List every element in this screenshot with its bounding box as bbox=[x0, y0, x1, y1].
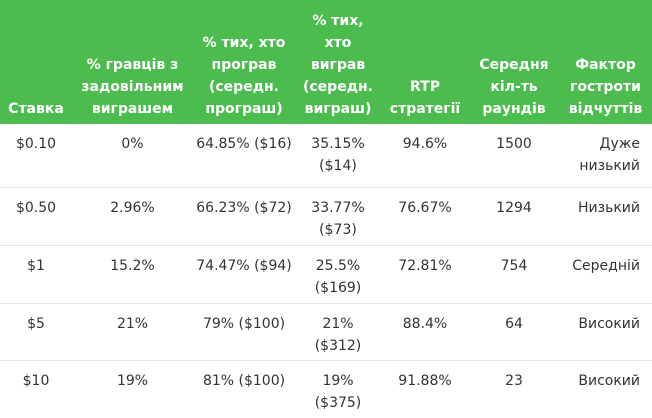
cell-bet: $0.10 bbox=[0, 124, 72, 188]
cell-rounds: 64 bbox=[469, 303, 559, 361]
header-thrill: Фактор гостроти відчуттів bbox=[559, 0, 652, 124]
header-winners: % тих, хто виграв (середн. виграш) bbox=[295, 0, 381, 124]
cell-losers: 79% ($100) bbox=[193, 303, 295, 361]
cell-rounds: 1294 bbox=[469, 187, 559, 246]
table-row: $1 15.2% 74.47% ($94) 25.5% ($169) 72.81… bbox=[0, 245, 652, 304]
cell-rtp: 88.4% bbox=[381, 303, 469, 361]
cell-satisfied-win: 2.96% bbox=[72, 187, 193, 246]
cell-thrill: Високий bbox=[559, 303, 652, 361]
cell-satisfied-win: 15.2% bbox=[72, 245, 193, 304]
cell-rtp: 72.81% bbox=[381, 245, 469, 304]
header-rounds: Середня кіл-ть раундів bbox=[469, 0, 559, 124]
cell-bet: $10 bbox=[22, 372, 50, 389]
cell-winners: 21% ($312) bbox=[295, 303, 381, 361]
cell-rtp: 94.6% bbox=[381, 124, 469, 188]
cell-bet: $1 bbox=[0, 245, 72, 304]
header-rtp: RTP стратегії bbox=[381, 0, 469, 124]
cell-losers: 74.47% ($94) bbox=[193, 245, 295, 304]
cell-winners: 35.15% ($14) bbox=[295, 124, 381, 188]
cell-rounds: 754 bbox=[469, 245, 559, 304]
cell-losers: 64.85% ($16) bbox=[193, 124, 295, 188]
cell-thrill: Високий bbox=[578, 372, 640, 389]
cell-rounds: 23 bbox=[505, 372, 523, 389]
table-row: $10 19% 81% ($100) 19% ($375) 91.88% 23 … bbox=[0, 360, 652, 418]
cell-winners: 25.5% ($169) bbox=[295, 245, 381, 304]
cell-satisfied-win: 0% bbox=[72, 124, 193, 188]
cell-satisfied-win: 21% bbox=[72, 303, 193, 361]
cell-rtp: 91.88% bbox=[398, 372, 452, 389]
header-satisfied-win: % гравців з задовільним виграшем bbox=[72, 0, 193, 124]
cell-losers: 66.23% ($72) bbox=[193, 187, 295, 246]
cell-losers: 81% ($100) bbox=[202, 372, 286, 389]
table-row: $5 21% 79% ($100) 21% ($312) 88.4% 64 Ви… bbox=[0, 303, 652, 361]
cell-rounds: 1500 bbox=[469, 124, 559, 188]
cell-winners: 33.77% ($73) bbox=[295, 187, 381, 246]
cell-thrill: Низький bbox=[559, 187, 652, 246]
header-bet: Ставка bbox=[0, 0, 72, 124]
cell-thrill: Середній bbox=[559, 245, 652, 304]
header-losers: % тих, хто програв (середн. програш) bbox=[193, 0, 295, 124]
cell-rtp: 76.67% bbox=[381, 187, 469, 246]
cell-thrill: Дуже низький bbox=[559, 124, 652, 188]
cell-satisfied-win: 19% bbox=[116, 372, 149, 389]
table-row: $0.50 2.96% 66.23% ($72) 33.77% ($73) 76… bbox=[0, 187, 652, 246]
table-row: $0.10 0% 64.85% ($16) 35.15% ($14) 94.6%… bbox=[0, 124, 652, 188]
header-row: Ставка % гравців з задовільним виграшем … bbox=[0, 0, 652, 124]
cell-bet: $5 bbox=[0, 303, 72, 361]
cell-bet: $0.50 bbox=[0, 187, 72, 246]
cell-winners: 19% ($375) bbox=[314, 372, 362, 411]
